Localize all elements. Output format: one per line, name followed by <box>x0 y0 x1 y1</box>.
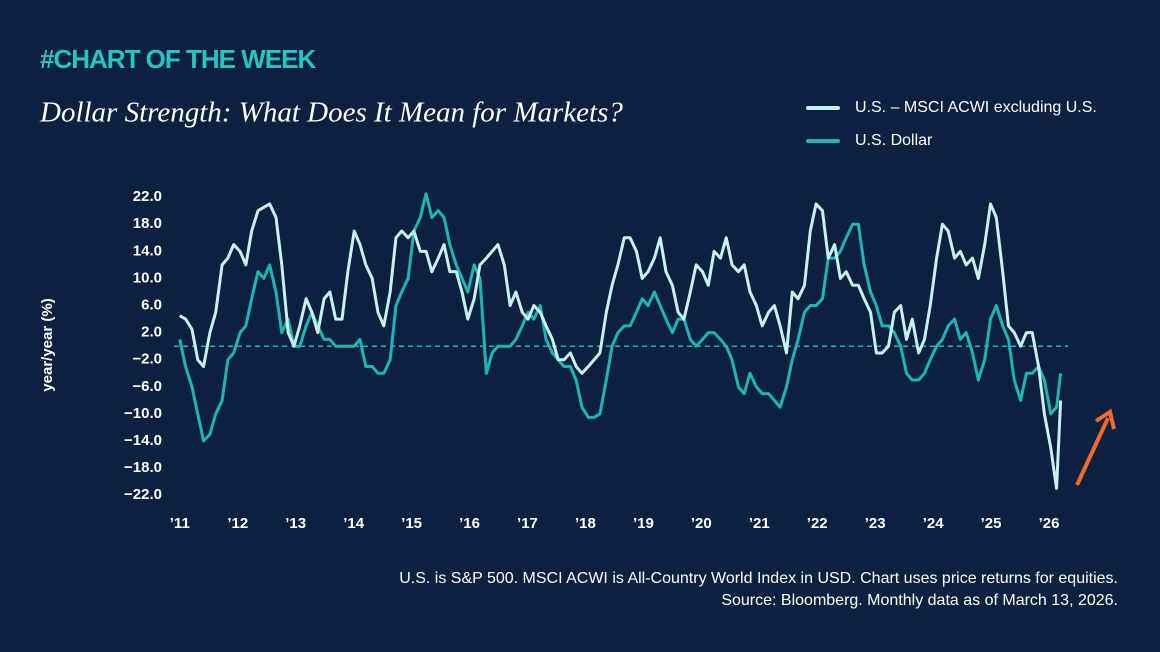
y-tick-label: 2.0 <box>141 324 162 341</box>
series-line <box>178 192 1063 443</box>
x-tick-label: ’24 <box>923 515 945 532</box>
legend-label: U.S. Dollar <box>855 132 933 149</box>
x-tick-label: ’23 <box>865 515 886 532</box>
arrow-head <box>1094 408 1116 430</box>
y-tick-label: −10.0 <box>124 405 162 422</box>
y-axis-label: year/year (%) <box>39 298 56 391</box>
x-tick-label: ’16 <box>459 515 480 532</box>
y-tick-label: 14.0 <box>133 242 162 259</box>
x-tick-label: ’26 <box>1039 515 1060 532</box>
y-tick-label: −2.0 <box>132 351 162 368</box>
x-tick-label: ’12 <box>227 515 248 532</box>
x-tick-label: ’19 <box>633 515 654 532</box>
x-tick-label: ’18 <box>575 515 596 532</box>
arrow <box>1075 417 1110 486</box>
x-tick-label: ’25 <box>981 515 1002 532</box>
legend-label: U.S. – MSCI ACWI excluding U.S. <box>855 99 1097 116</box>
y-tick-label: 18.0 <box>133 215 162 232</box>
x-tick-label: ’20 <box>691 515 712 532</box>
x-tick-label: ’14 <box>343 515 365 532</box>
y-tick-label: 6.0 <box>141 297 162 314</box>
x-tick-label: ’11 <box>170 515 190 532</box>
chart-title: Dollar Strength: What Does It Mean for M… <box>39 97 623 129</box>
y-tick-label: −18.0 <box>124 459 162 476</box>
footnote: Source: Bloomberg. Monthly data as of Ma… <box>721 592 1118 609</box>
header: #CHART OF THE WEEK <box>40 44 316 74</box>
x-tick-label: ’22 <box>807 515 828 532</box>
y-tick-label: 10.0 <box>133 269 162 286</box>
y-tick-label: 22.0 <box>133 188 162 205</box>
y-tick-label: −6.0 <box>132 378 162 395</box>
y-tick-label: −22.0 <box>124 486 162 503</box>
series-line <box>179 202 1063 490</box>
x-tick-label: ’15 <box>401 515 422 532</box>
x-tick-label: ’21 <box>749 515 770 532</box>
x-tick-label: ’17 <box>517 515 538 532</box>
x-tick-label: ’13 <box>285 515 306 532</box>
y-tick-label: −14.0 <box>124 432 162 449</box>
footnote: U.S. is S&P 500. MSCI ACWI is All-Countr… <box>399 570 1118 587</box>
